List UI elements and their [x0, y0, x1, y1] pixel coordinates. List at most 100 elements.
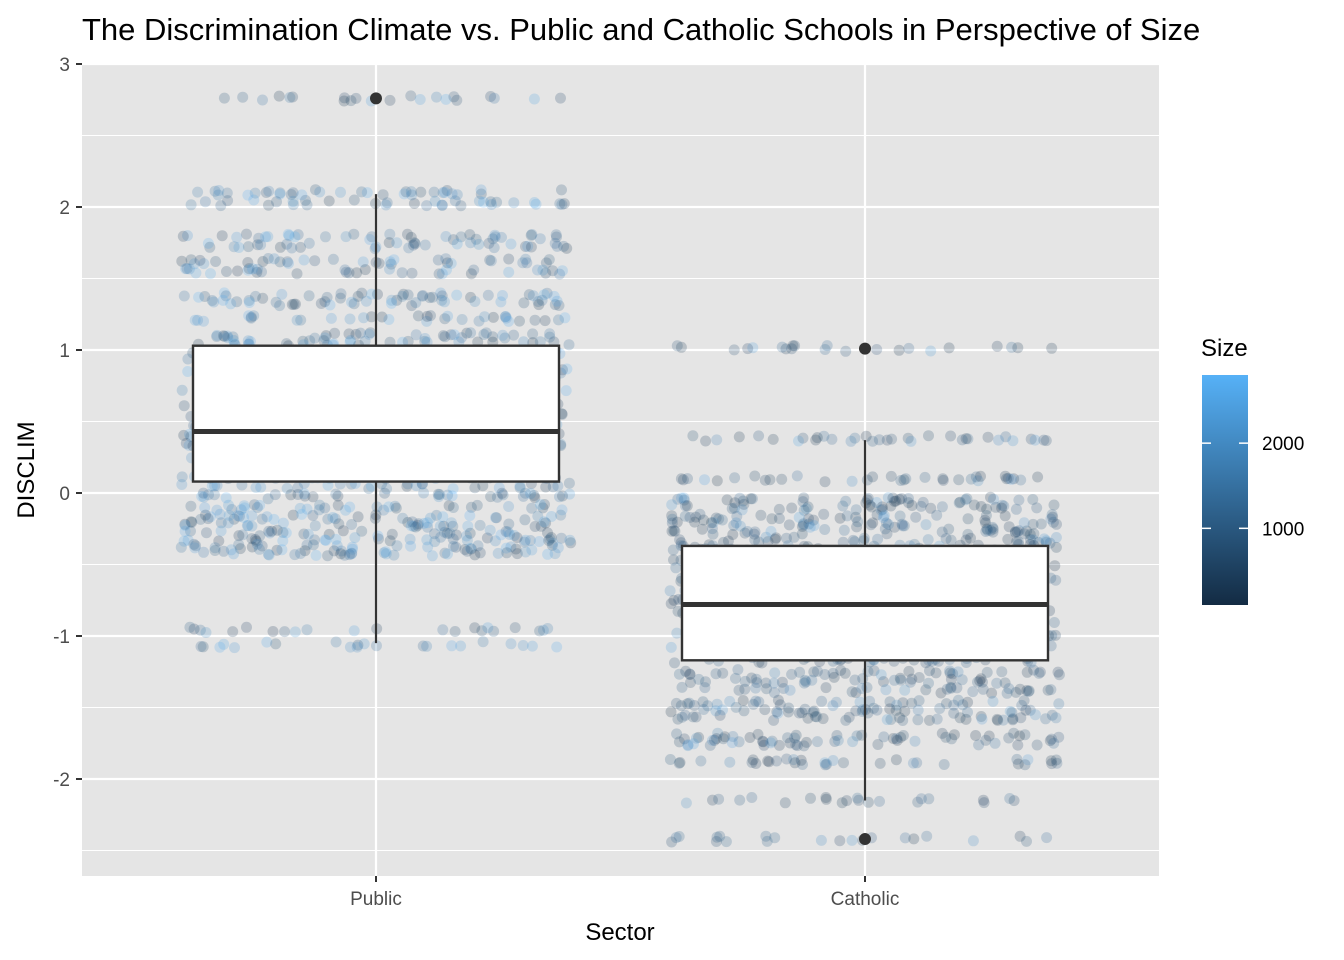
data-point	[1045, 513, 1057, 525]
data-point	[758, 739, 770, 751]
data-point	[530, 198, 542, 210]
data-point	[526, 544, 538, 556]
data-point	[356, 186, 368, 198]
data-point	[852, 792, 863, 804]
data-point	[418, 517, 430, 529]
data-point	[836, 797, 848, 809]
data-point	[245, 312, 257, 324]
data-point	[977, 683, 989, 695]
data-point	[421, 315, 433, 327]
data-point	[834, 512, 846, 524]
y-axis-title: DISCLIM	[13, 421, 40, 518]
data-point	[475, 184, 487, 196]
data-point	[539, 315, 551, 327]
data-point	[307, 510, 319, 521]
data-point	[319, 332, 331, 344]
data-point	[711, 698, 723, 710]
data-point	[554, 268, 566, 280]
data-point	[402, 228, 413, 240]
data-point	[678, 494, 690, 506]
data-point	[1018, 517, 1030, 529]
data-point	[541, 287, 553, 299]
data-point	[755, 509, 767, 521]
data-point	[671, 516, 683, 528]
data-point	[407, 239, 419, 251]
data-point	[545, 532, 557, 543]
data-point	[436, 199, 448, 211]
data-point	[267, 626, 279, 637]
data-point	[182, 230, 193, 242]
data-point	[828, 671, 840, 683]
data-point	[339, 549, 351, 561]
data-point	[564, 488, 576, 500]
data-point	[1044, 735, 1056, 747]
data-point	[436, 294, 448, 306]
y-tick-label: -2	[53, 770, 70, 791]
data-point	[796, 528, 808, 540]
data-point	[868, 702, 880, 714]
data-point	[878, 676, 889, 688]
data-point	[246, 510, 258, 522]
data-point	[563, 339, 575, 351]
data-point	[343, 267, 355, 279]
data-point	[320, 330, 332, 342]
data-point	[912, 796, 924, 808]
data-point	[283, 257, 294, 269]
data-point	[786, 343, 798, 355]
data-point	[443, 500, 455, 512]
outlier-point	[370, 92, 382, 105]
data-point	[887, 733, 899, 744]
data-point	[488, 625, 500, 637]
data-point	[536, 294, 548, 306]
data-point	[965, 532, 976, 544]
data-point	[242, 241, 254, 253]
data-point	[787, 340, 799, 352]
data-point	[784, 737, 796, 749]
data-point	[302, 528, 314, 540]
data-point	[753, 536, 765, 548]
data-point	[853, 794, 865, 806]
data-point	[783, 702, 795, 714]
data-point	[215, 517, 227, 529]
data-point	[919, 471, 931, 483]
data-point	[551, 641, 563, 653]
data-point	[474, 519, 486, 531]
data-point	[891, 734, 903, 746]
data-point	[990, 501, 1002, 513]
data-point	[195, 641, 207, 652]
data-point	[790, 739, 802, 751]
data-point	[484, 254, 496, 266]
data-point	[185, 254, 197, 266]
data-point	[766, 513, 778, 525]
data-point	[442, 310, 454, 322]
data-point	[1047, 511, 1059, 523]
data-point	[220, 492, 232, 504]
data-point	[847, 534, 859, 546]
data-point	[540, 517, 552, 529]
data-point	[179, 518, 191, 530]
data-point	[280, 527, 292, 539]
data-point	[695, 755, 707, 767]
data-point	[710, 668, 722, 680]
data-point	[810, 434, 822, 446]
data-point	[922, 534, 934, 546]
data-point	[196, 490, 208, 502]
data-point	[556, 265, 568, 277]
data-point	[744, 732, 756, 743]
y-tick-label: 3	[59, 55, 70, 76]
data-point	[432, 254, 444, 266]
data-point	[487, 331, 499, 343]
data-point	[485, 491, 497, 503]
data-point	[529, 492, 541, 504]
data-point	[330, 636, 342, 648]
data-point	[671, 340, 683, 352]
data-point	[946, 733, 958, 745]
data-point	[734, 492, 746, 504]
data-point	[699, 474, 710, 486]
data-point	[803, 513, 815, 525]
data-point	[820, 793, 832, 805]
data-point	[345, 95, 357, 107]
data-point	[291, 314, 303, 326]
data-point	[746, 792, 758, 803]
data-point	[1050, 754, 1062, 766]
